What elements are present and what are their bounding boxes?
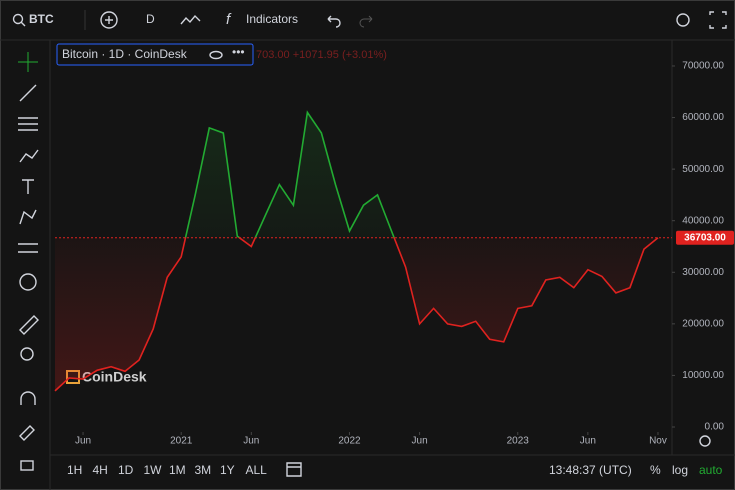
axis-settings[interactable]: [699, 435, 711, 447]
more-icon[interactable]: •••: [232, 45, 245, 59]
magnet-tool[interactable]: [20, 391, 36, 405]
prediction-tool[interactable]: [18, 243, 38, 253]
legend-title: Bitcoin · 1D · CoinDesk: [62, 47, 188, 61]
x-tick-label: 2022: [338, 436, 361, 447]
y-tick-label: 60000.00: [682, 112, 724, 123]
pattern-tool[interactable]: [19, 209, 37, 225]
range-button[interactable]: 3M: [195, 463, 212, 477]
x-tick-label: Jun: [75, 436, 91, 447]
settings[interactable]: [676, 13, 690, 27]
crosshair-tool[interactable]: [18, 52, 38, 72]
range-bar: 1H 4H 1D 1W 1M 3M 1Y ALL: [67, 463, 267, 477]
measure-tool[interactable]: [19, 315, 39, 335]
text-tool[interactable]: [22, 179, 34, 194]
log-toggle[interactable]: log: [672, 463, 688, 477]
y-tick-label: 50000.00: [682, 164, 724, 175]
y-tick-label: 0.00: [705, 422, 725, 433]
range-button[interactable]: 1H: [67, 463, 82, 477]
x-tick-label: Jun: [412, 436, 428, 447]
brush-tool[interactable]: [19, 149, 39, 163]
zoom-tool[interactable]: [20, 347, 34, 361]
x-tick-label: Jun: [243, 436, 259, 447]
visibility-icon[interactable]: [209, 50, 223, 60]
price-line: [54, 110, 659, 392]
top-toolbar: BTC D f Indicators: [12, 10, 727, 30]
icon-tool[interactable]: [19, 273, 37, 291]
interval[interactable]: D: [146, 12, 155, 26]
y-tick-label: 20000.00: [682, 318, 724, 329]
watermark: CoinDesk: [82, 369, 147, 385]
legend-values: 703.00 +1071.95 (+3.01%): [256, 49, 387, 61]
fullscreen[interactable]: [709, 11, 727, 29]
x-tick-label: Nov: [649, 436, 667, 447]
x-tick-label: 2023: [507, 436, 530, 447]
fx-icon: f: [226, 11, 232, 28]
goto-date[interactable]: [286, 462, 302, 477]
range-button[interactable]: 1W: [144, 463, 163, 477]
trendline-tool[interactable]: [19, 84, 37, 102]
auto-toggle[interactable]: auto: [699, 463, 723, 477]
price-tag-label: 36703.00: [684, 232, 726, 243]
add-icon: [105, 16, 113, 24]
area: [55, 112, 658, 391]
lock-draw-tool[interactable]: [19, 425, 35, 441]
range-button[interactable]: 1Y: [220, 463, 235, 477]
range-button[interactable]: ALL: [246, 463, 268, 477]
clock: 13:48:37 (UTC): [549, 463, 632, 477]
lock-tool[interactable]: [20, 460, 34, 471]
y-tick-label: 30000.00: [682, 267, 724, 278]
legend-box[interactable]: [56, 43, 254, 66]
y-tick-label: 40000.00: [682, 215, 724, 226]
left-toolbar: [18, 52, 39, 471]
y-tick-label: 10000.00: [682, 370, 724, 381]
range-button[interactable]: 1D: [118, 463, 134, 477]
x-tick-label: Jun: [580, 436, 596, 447]
add-compare[interactable]: [100, 11, 118, 29]
undo[interactable]: [327, 15, 341, 28]
percent-toggle[interactable]: %: [650, 463, 661, 477]
x-tick-label: 2021: [170, 436, 193, 447]
search-icon: [20, 21, 26, 27]
range-button[interactable]: 1M: [169, 463, 186, 477]
price-tag: [676, 230, 734, 245]
search-icon: [12, 13, 24, 25]
redo[interactable]: [359, 15, 373, 28]
range-button[interactable]: 4H: [93, 463, 108, 477]
fib-tool[interactable]: [18, 117, 38, 131]
indicators[interactable]: Indicators: [246, 12, 298, 26]
chart-type[interactable]: [180, 14, 201, 25]
symbol[interactable]: BTC: [29, 12, 54, 26]
y-tick-label: 70000.00: [682, 61, 724, 72]
